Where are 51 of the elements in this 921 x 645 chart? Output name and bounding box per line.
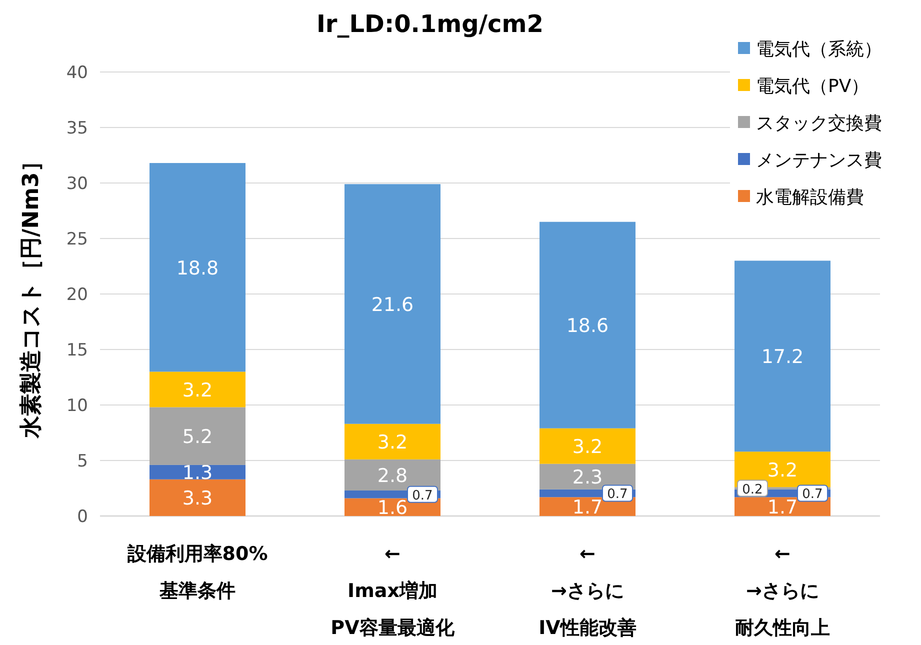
bar bbox=[150, 372, 246, 408]
y-tick-label: 15 bbox=[66, 340, 88, 360]
legend-label: スタック交換費 bbox=[756, 113, 882, 134]
bar bbox=[540, 222, 636, 428]
data-label: 0.7 bbox=[802, 487, 823, 502]
y-tick-label: 5 bbox=[77, 452, 88, 472]
y-tick-label: 35 bbox=[66, 118, 88, 138]
data-label: 0.7 bbox=[412, 488, 433, 504]
x-tick-label: ← →さらに IV性能改善 bbox=[538, 543, 636, 639]
data-label: 3.2 bbox=[767, 459, 798, 482]
bar bbox=[344, 184, 440, 424]
x-tick-label: ← Imax増加 PV容量最適化 bbox=[330, 543, 456, 639]
data-label: 1.7 bbox=[572, 496, 603, 519]
data-label: 17.2 bbox=[761, 346, 804, 368]
data-label: 21.6 bbox=[371, 294, 414, 316]
bar bbox=[344, 459, 440, 490]
y-tick-label: 20 bbox=[66, 285, 88, 305]
y-tick-label: 0 bbox=[77, 507, 88, 527]
data-label: 5.2 bbox=[182, 426, 213, 448]
x-tick-label: 設備利用率80% 基準条件 bbox=[126, 543, 268, 602]
x-tick-label: ← →さらに耐久性向上 bbox=[735, 543, 830, 639]
data-label: 3.2 bbox=[377, 432, 408, 454]
y-tick-label: 30 bbox=[66, 174, 88, 194]
data-label: 1.6 bbox=[377, 497, 408, 520]
bar bbox=[540, 428, 636, 464]
data-label: 18.8 bbox=[176, 257, 219, 280]
chart-title: Ir_LD:0.1mg/cm2 bbox=[316, 10, 544, 38]
data-label: 1.7 bbox=[767, 496, 798, 519]
bar bbox=[150, 464, 246, 480]
data-label: 3.3 bbox=[182, 488, 213, 510]
data-label: 0.7 bbox=[607, 487, 628, 502]
data-label: 2.3 bbox=[572, 466, 603, 489]
bar bbox=[150, 479, 246, 516]
legend-label: 電気代（PV） bbox=[756, 76, 870, 97]
data-label: 3.2 bbox=[182, 379, 213, 402]
y-axis-title: 水素製造コスト［円/Nm3］ bbox=[19, 150, 44, 439]
y-tick-label: 40 bbox=[66, 63, 88, 83]
data-label: 3.2 bbox=[572, 436, 603, 458]
legend-label: 水電解設備費 bbox=[756, 187, 864, 208]
y-tick-label: 10 bbox=[66, 396, 88, 416]
legend-label: 電気代（系統） bbox=[756, 39, 882, 60]
data-label: 18.6 bbox=[566, 315, 609, 338]
data-label: 2.8 bbox=[377, 464, 408, 487]
bar bbox=[150, 163, 246, 372]
legend-label: メンテナンス費 bbox=[756, 150, 882, 171]
data-label: 0.2 bbox=[742, 482, 763, 498]
y-tick-label: 25 bbox=[66, 230, 88, 250]
bar bbox=[344, 424, 440, 460]
bar bbox=[734, 260, 830, 452]
data-label: 1.3 bbox=[182, 462, 213, 484]
bar bbox=[150, 407, 246, 465]
